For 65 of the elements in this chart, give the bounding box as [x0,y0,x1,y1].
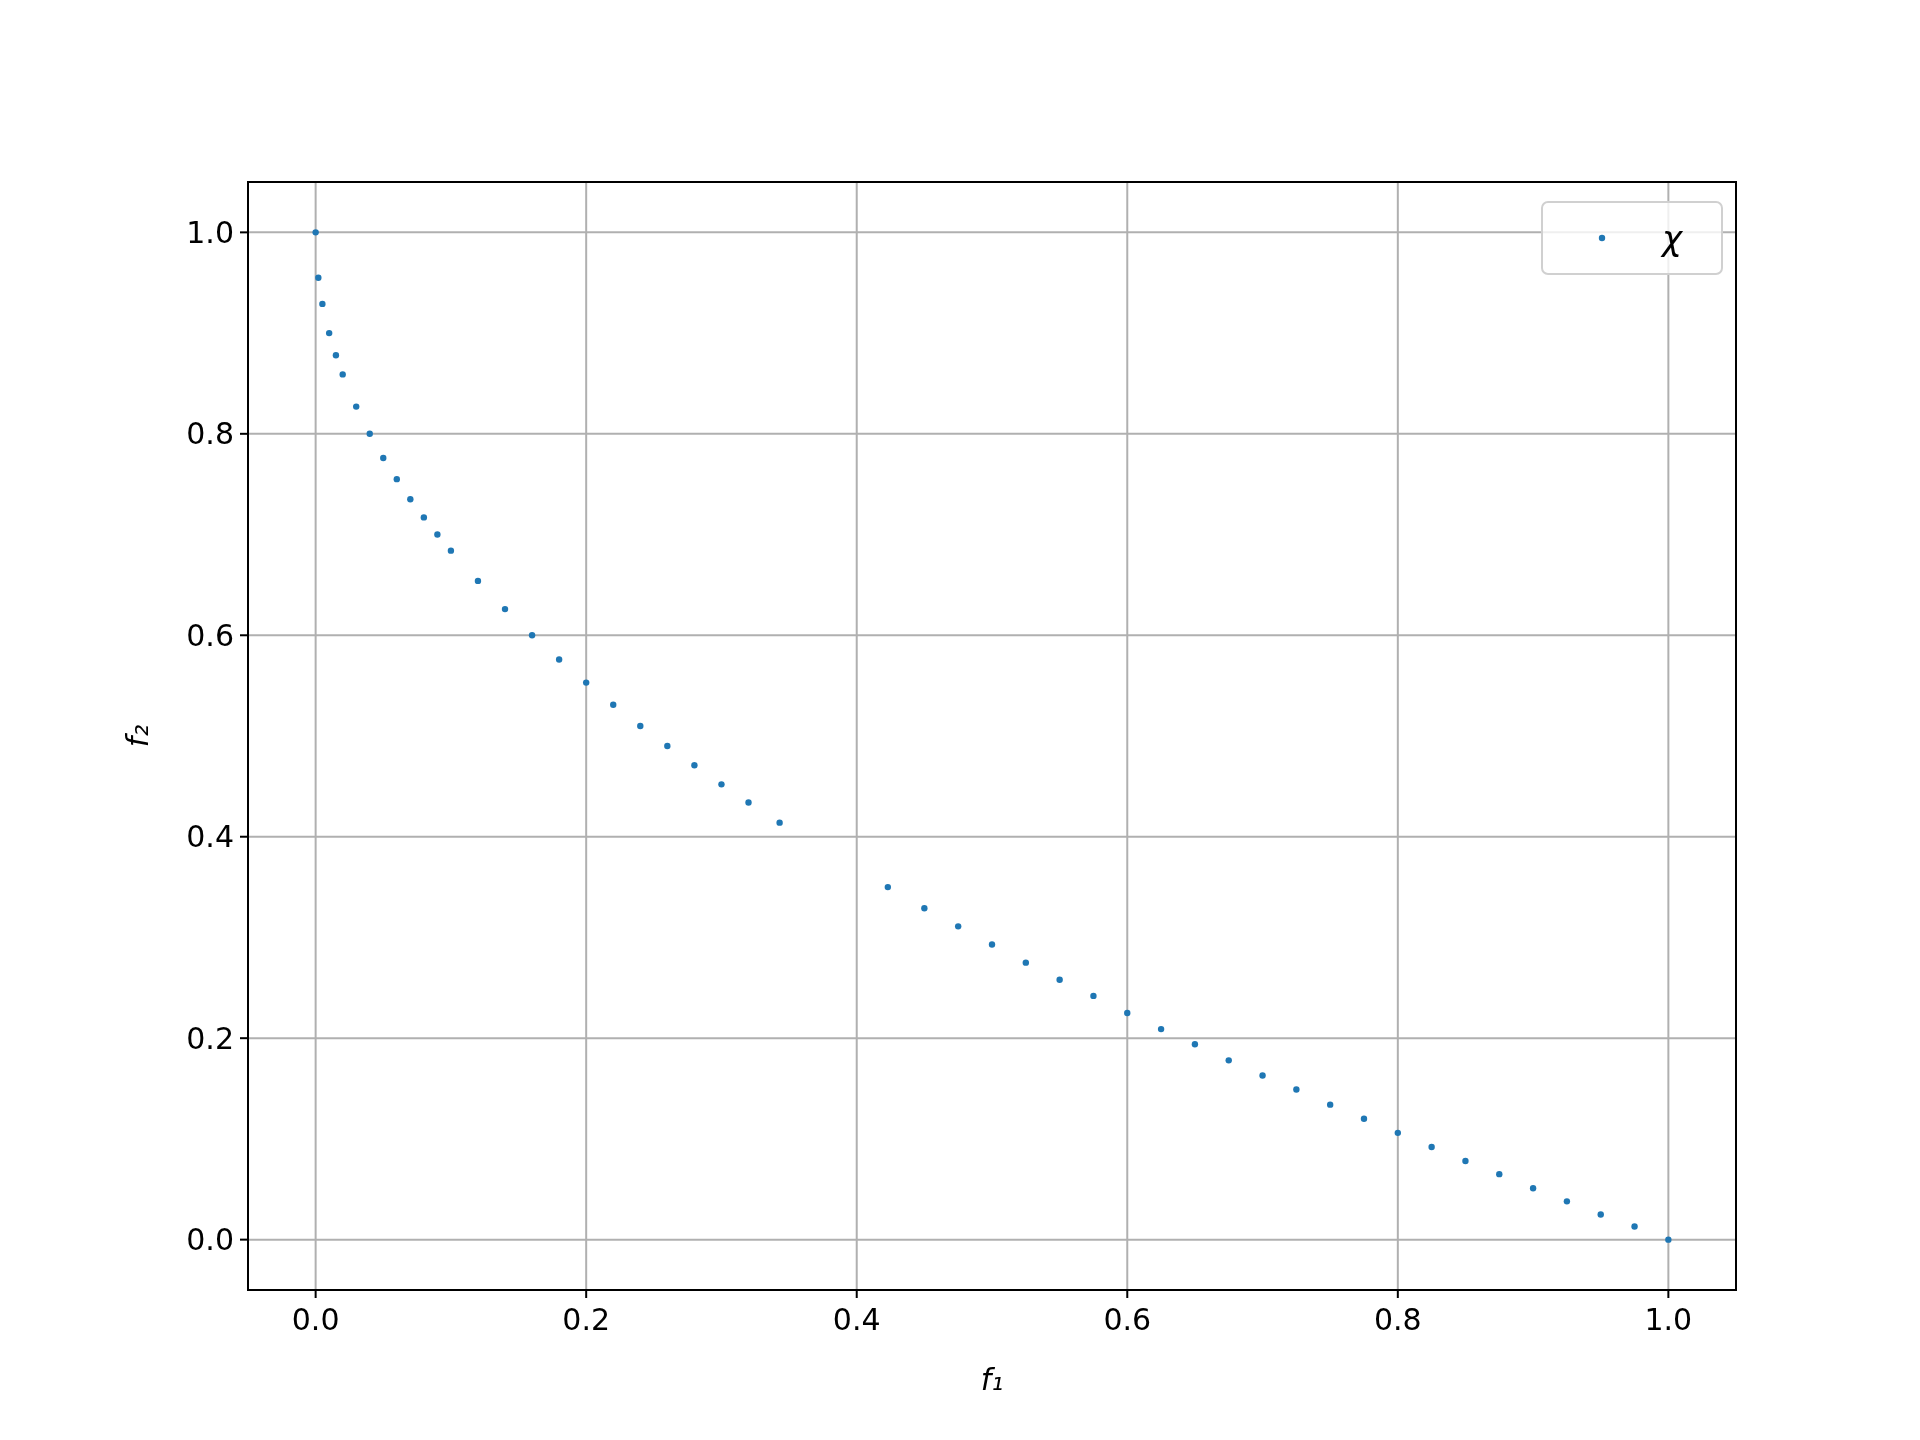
point [332,352,340,359]
x-tick-label: 0.6 [1103,1302,1152,1337]
y-tick-label: 0.2 [186,1020,234,1056]
x-axis-title: f₁ [980,1362,1004,1397]
x-tick-label: 0.4 [832,1302,881,1337]
point [1157,1025,1165,1033]
point [407,496,414,503]
point [434,531,441,538]
point [393,475,400,483]
y-tick-label: 0.0 [186,1222,234,1258]
point [582,679,590,686]
point [776,819,783,826]
point [380,454,387,462]
point [1462,1157,1469,1165]
point [1529,1185,1537,1192]
point [319,300,326,308]
point [954,923,962,930]
point [718,781,725,788]
y-axis-title: f₂ [120,724,155,748]
point [353,403,360,410]
point [1428,1143,1435,1151]
point [1394,1129,1402,1137]
point [1259,1072,1266,1079]
point [637,722,644,730]
point [474,577,482,585]
x-tick-label: 0.8 [1373,1302,1422,1337]
point [315,274,322,281]
point [1563,1198,1571,1205]
legend-label: χ [1660,217,1684,258]
point [501,605,509,613]
point [1293,1086,1300,1093]
point [339,371,346,378]
x-tick-label: 1.0 [1644,1302,1693,1337]
point [610,701,617,708]
point [1665,1236,1672,1243]
x-tick-label: 0.0 [291,1302,340,1337]
point [447,547,455,554]
point [884,883,892,891]
y-tick-label: 1.0 [186,214,234,250]
point [1022,959,1030,966]
point [1124,1009,1131,1017]
point [420,514,428,521]
point [691,762,698,769]
y-tick-label: 0.4 [186,819,234,855]
y-tick-label: 0.6 [186,617,234,653]
point [1191,1041,1199,1048]
point [528,632,536,639]
point [1360,1115,1368,1122]
point [745,799,752,806]
y-tick-label: 0.8 [186,416,234,452]
point [1597,1211,1604,1218]
point [1090,992,1097,1000]
point [366,430,373,438]
point [1225,1057,1232,1064]
point [1496,1170,1503,1178]
point [921,905,928,912]
point [1326,1101,1334,1108]
point [988,941,996,948]
point [1631,1223,1638,1230]
point [664,742,671,750]
point [325,329,333,337]
point [1056,976,1063,983]
point [555,656,563,663]
x-tick-label: 0.2 [562,1302,611,1337]
point [312,229,319,236]
